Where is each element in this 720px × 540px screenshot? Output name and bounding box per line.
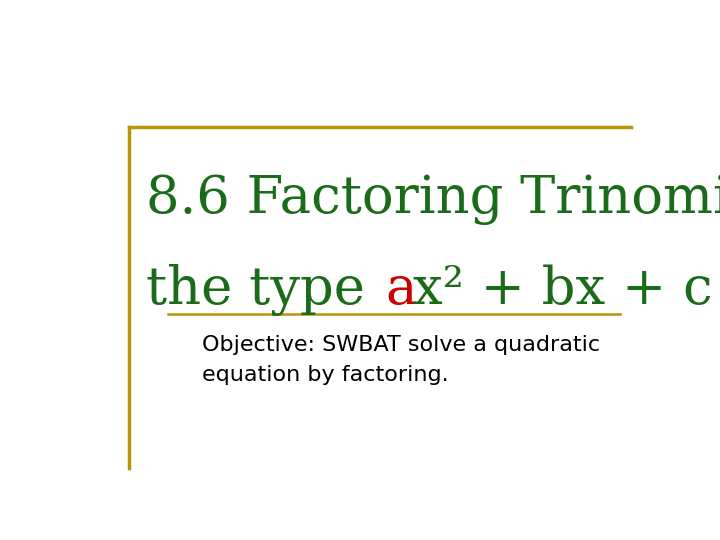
Text: the type: the type <box>145 265 382 316</box>
Text: a: a <box>386 265 417 315</box>
Text: Objective: SWBAT solve a quadratic
equation by factoring.: Objective: SWBAT solve a quadratic equat… <box>202 335 600 384</box>
Text: x² + bx + c: x² + bx + c <box>413 265 713 315</box>
Text: 8.6 Factoring Trinomials of: 8.6 Factoring Trinomials of <box>145 173 720 225</box>
